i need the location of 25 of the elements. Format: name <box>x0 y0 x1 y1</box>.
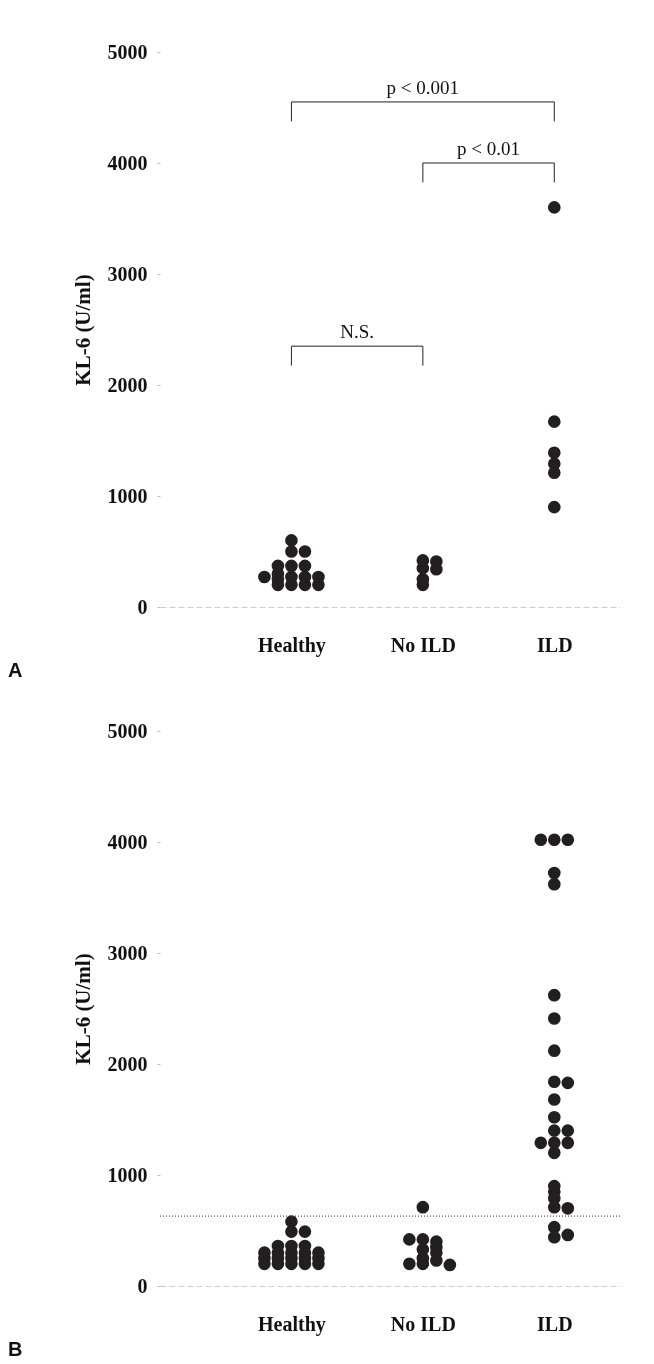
x-tick-label: ILD <box>537 1312 573 1335</box>
y-axis-title: KL-6 (U/ml) <box>70 953 95 1065</box>
annotation: p < 0.01 <box>457 138 521 159</box>
y-tick-label: 4000 <box>107 151 148 174</box>
y-tick-label: 3000 <box>107 941 148 964</box>
y-tick-label: 4000 <box>107 830 148 853</box>
text: B <box>8 1338 23 1360</box>
y-tick-label: 5000 <box>107 719 148 742</box>
y-tick-label: 5000 <box>107 40 148 63</box>
y-tick-label: 1000 <box>107 484 148 507</box>
x-tick-label: Healthy <box>258 1312 326 1336</box>
y-tick-label: 0 <box>137 1274 148 1297</box>
x-tick-label: Healthy <box>258 633 326 657</box>
annotation: N.S. <box>340 321 375 343</box>
x-tick-label: ILD <box>537 633 573 656</box>
y-tick-label: 2000 <box>107 1052 148 1075</box>
x-tick-label: No ILD <box>390 633 456 656</box>
annotation: p < 0.001 <box>386 76 460 98</box>
y-tick-label: 3000 <box>107 262 148 285</box>
y-tick-label: 1000 <box>107 1163 148 1186</box>
y-tick-label: 2000 <box>107 373 148 396</box>
y-tick-label: 0 <box>137 595 148 618</box>
x-tick-label: No ILD <box>390 1312 456 1335</box>
text: A <box>8 659 23 681</box>
y-axis-title: KL-6 (U/ml) <box>70 274 95 386</box>
